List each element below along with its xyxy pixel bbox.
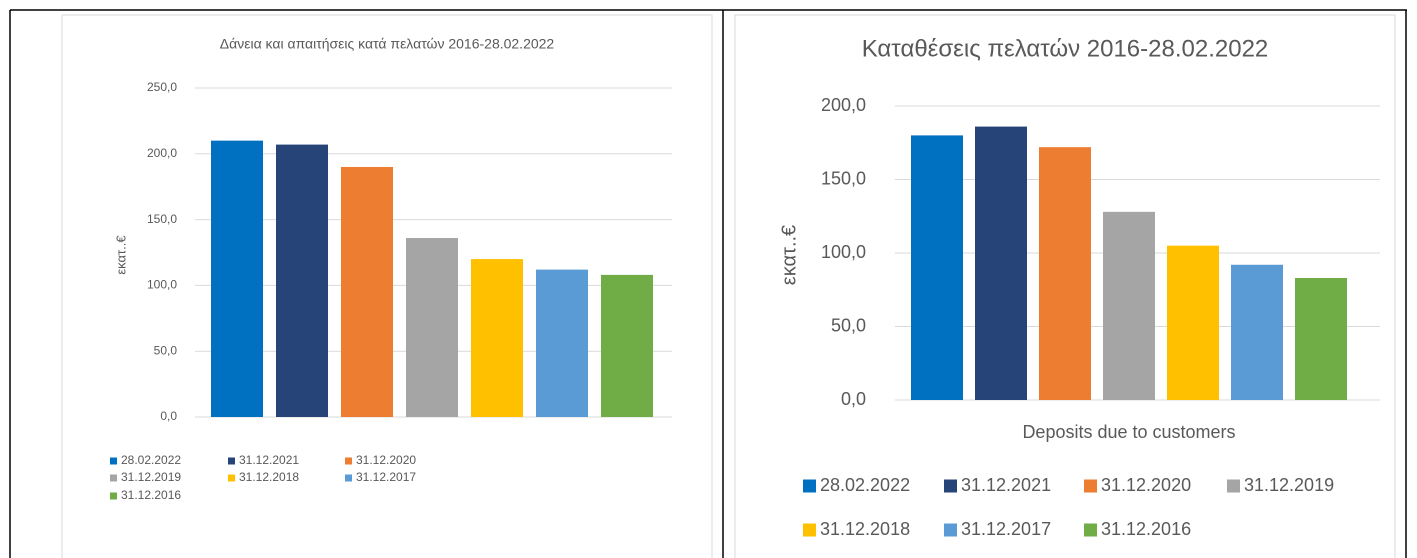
y-tick-label: 150,0 [821,168,866,188]
legend-label: 31.12.2019 [121,470,181,484]
legend-label: 31.12.2021 [239,453,299,467]
bar [341,166,393,417]
chart-frame [61,14,713,558]
bar [211,140,263,417]
legend-label: 31.12.2020 [1101,475,1191,495]
legend-label: 31.12.2020 [356,453,416,467]
x-tick-label: Deposits due to customers [1022,422,1235,442]
legend-label: 31.12.2016 [121,488,181,502]
bar [1103,211,1155,400]
bar [276,144,328,417]
bar [1039,147,1091,400]
legend-marker [110,492,117,500]
y-axis-label: εκατ..€ [778,225,800,285]
legend-marker [944,523,957,537]
y-tick-label: 0,0 [841,389,866,409]
legend-marker [803,523,816,537]
y-tick-label: 150,0 [147,212,177,226]
y-tick-label: 0,0 [160,409,177,423]
y-tick-label: 100,0 [821,242,866,262]
legend-marker [228,474,235,482]
legend-marker [345,474,352,482]
bar [1295,277,1347,400]
legend-marker [1227,479,1240,493]
legend-marker [228,457,235,465]
y-tick-label: 50,0 [154,343,178,357]
bar [601,274,653,417]
legend-label: 31.12.2018 [239,470,299,484]
chart-title: Δάνεια και απαιτήσεις κατά πελατών 2016-… [220,36,555,52]
y-tick-label: 200,0 [147,146,177,160]
bar [1231,264,1283,400]
legend-marker [345,457,352,465]
legend-label: 31.12.2021 [961,475,1051,495]
y-axis-label: εκατ..€ [113,235,128,275]
bar [975,126,1027,400]
legend-label: 31.12.2019 [1244,475,1334,495]
legend-label: 31.12.2016 [1101,519,1191,539]
legend-marker [1084,523,1097,537]
y-tick-label: 250,0 [147,80,177,94]
bar [1167,245,1219,400]
bar [911,135,963,400]
legend-label: 31.12.2018 [820,519,910,539]
legend-label: 28.02.2022 [121,453,181,467]
legend-marker [1084,479,1097,493]
legend-marker [803,479,816,493]
bar [406,238,458,417]
bar [536,269,588,417]
y-tick-label: 100,0 [147,278,177,292]
chart-frame [734,14,1396,558]
y-tick-label: 200,0 [821,95,866,115]
legend-marker [944,479,957,493]
y-tick-label: 50,0 [831,315,866,335]
legend-label: 31.12.2017 [961,519,1051,539]
legend-label: 31.12.2017 [356,470,416,484]
chart-title: Καταθέσεις πελατών 2016-28.02.2022 [862,35,1269,62]
bar [471,259,523,417]
legend-marker [110,474,117,482]
legend-label: 28.02.2022 [820,475,910,495]
legend-marker [110,457,117,465]
